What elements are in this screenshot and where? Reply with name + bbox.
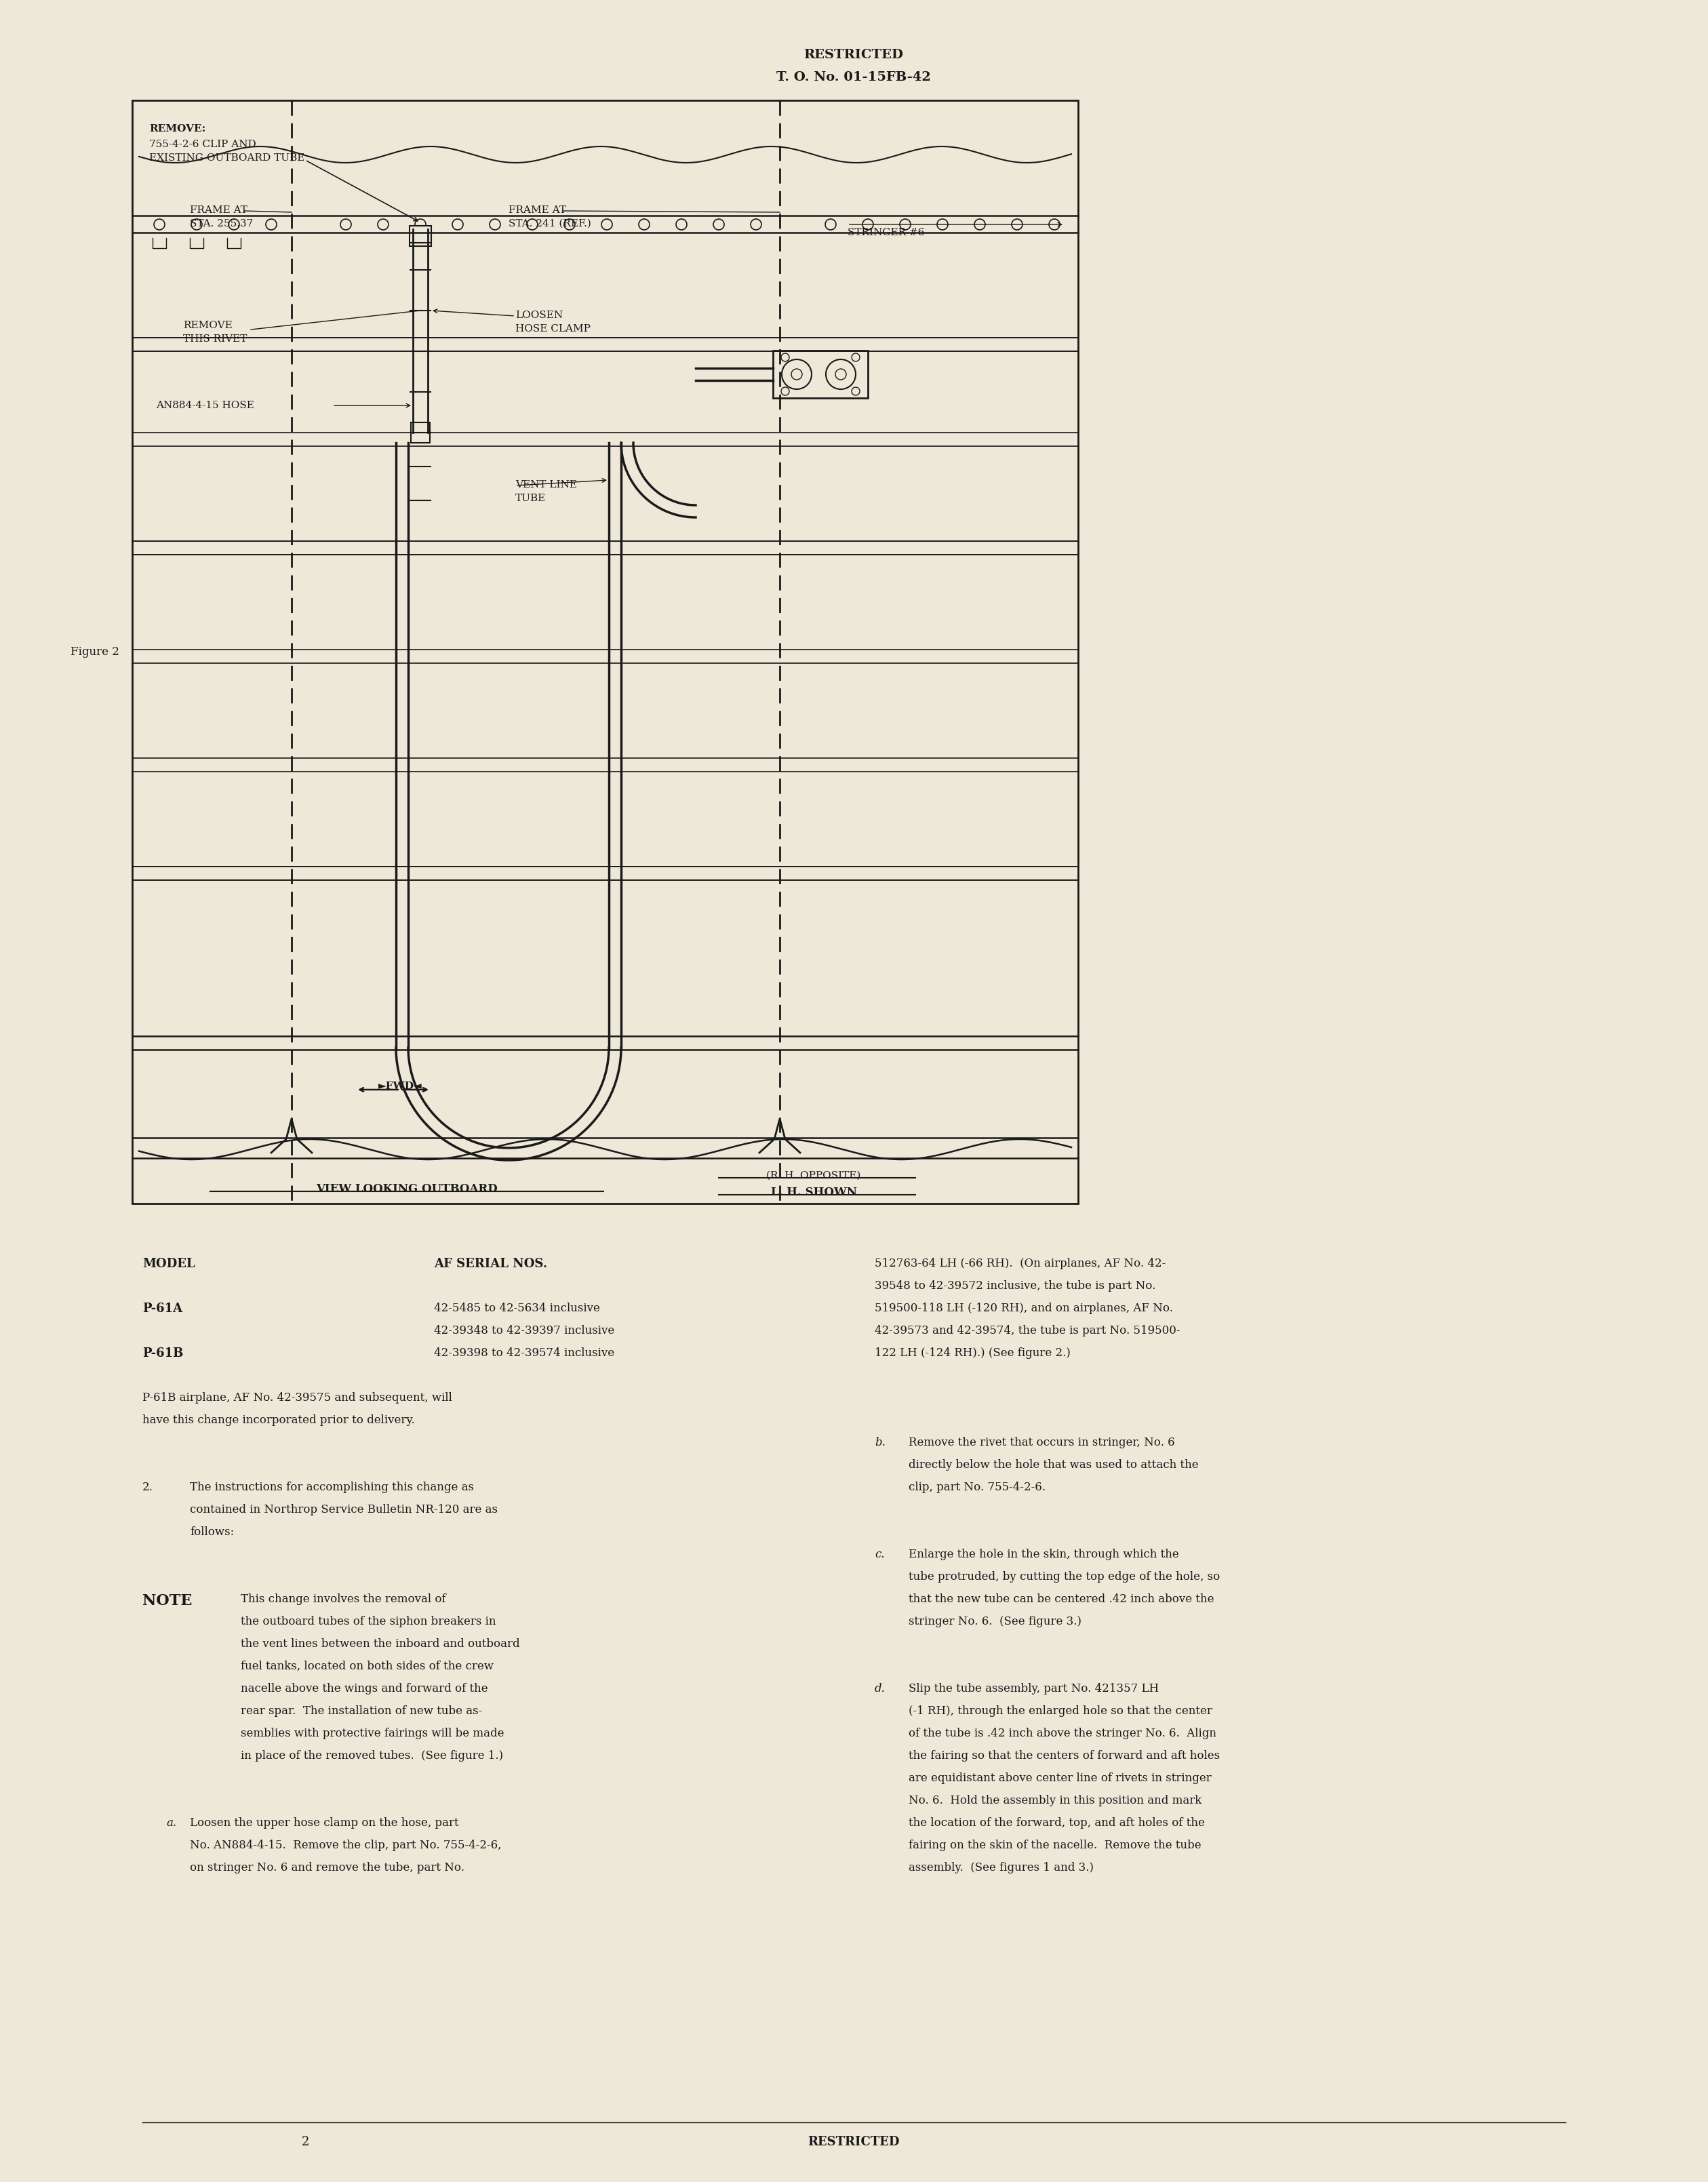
- Text: 122 LH (-124 RH).) (See figure 2.): 122 LH (-124 RH).) (See figure 2.): [874, 1346, 1071, 1359]
- Text: AN884-4-15 HOSE: AN884-4-15 HOSE: [155, 401, 254, 410]
- Text: LOOSEN: LOOSEN: [516, 310, 564, 321]
- Text: THIS RIVET: THIS RIVET: [183, 334, 248, 345]
- Text: a.: a.: [166, 1818, 176, 1829]
- Text: STA. 241 (REF.): STA. 241 (REF.): [509, 218, 591, 229]
- Text: Figure 2: Figure 2: [70, 646, 120, 657]
- Text: NOTE: NOTE: [142, 1593, 191, 1608]
- Text: the fairing so that the centers of forward and aft holes: the fairing so that the centers of forwa…: [909, 1750, 1220, 1761]
- Text: 42-5485 to 42-5634 inclusive: 42-5485 to 42-5634 inclusive: [434, 1303, 600, 1314]
- Text: are equidistant above center line of rivets in stringer: are equidistant above center line of riv…: [909, 1772, 1211, 1785]
- Text: FRAME AT: FRAME AT: [190, 205, 248, 216]
- Text: Enlarge the hole in the skin, through which the: Enlarge the hole in the skin, through wh…: [909, 1549, 1179, 1560]
- Text: STA. 255.37: STA. 255.37: [190, 218, 253, 229]
- Text: REMOVE: REMOVE: [183, 321, 232, 329]
- Text: Loosen the upper hose clamp on the hose, part: Loosen the upper hose clamp on the hose,…: [190, 1818, 459, 1829]
- Text: the vent lines between the inboard and outboard: the vent lines between the inboard and o…: [241, 1639, 519, 1650]
- Text: L. H. SHOWN: L. H. SHOWN: [770, 1187, 857, 1198]
- Bar: [410, 225, 430, 247]
- Text: d.: d.: [874, 1682, 885, 1695]
- Text: No. 6.  Hold the assembly in this position and mark: No. 6. Hold the assembly in this positio…: [909, 1796, 1202, 1807]
- Text: that the new tube can be centered .42 inch above the: that the new tube can be centered .42 in…: [909, 1593, 1214, 1606]
- Text: the location of the forward, top, and aft holes of the: the location of the forward, top, and af…: [909, 1818, 1204, 1829]
- Text: STRINGER #6: STRINGER #6: [847, 227, 924, 238]
- Text: The instructions for accomplishing this change as: The instructions for accomplishing this …: [190, 1482, 473, 1492]
- Text: Remove the rivet that occurs in stringer, No. 6: Remove the rivet that occurs in stringer…: [909, 1436, 1175, 1449]
- Text: 512763-64 LH (-66 RH).  (On airplanes, AF No. 42-: 512763-64 LH (-66 RH). (On airplanes, AF…: [874, 1257, 1167, 1270]
- Text: in place of the removed tubes.  (See figure 1.): in place of the removed tubes. (See figu…: [241, 1750, 504, 1761]
- Text: EXISTING OUTBOARD TUBE: EXISTING OUTBOARD TUBE: [149, 153, 304, 164]
- Text: the outboard tubes of the siphon breakers in: the outboard tubes of the siphon breaker…: [241, 1617, 495, 1628]
- Text: VIEW LOOKING OUTBOARD: VIEW LOOKING OUTBOARD: [316, 1183, 497, 1196]
- Text: on stringer No. 6 and remove the tube, part No.: on stringer No. 6 and remove the tube, p…: [190, 1861, 465, 1874]
- Text: b.: b.: [874, 1436, 885, 1449]
- Text: have this change incorporated prior to delivery.: have this change incorporated prior to d…: [142, 1414, 415, 1427]
- Text: 39548 to 42-39572 inclusive, the tube is part No.: 39548 to 42-39572 inclusive, the tube is…: [874, 1281, 1156, 1292]
- Text: 2: 2: [301, 2136, 309, 2147]
- Text: fairing on the skin of the nacelle.  Remove the tube: fairing on the skin of the nacelle. Remo…: [909, 1839, 1201, 1850]
- Text: stringer No. 6.  (See figure 3.): stringer No. 6. (See figure 3.): [909, 1617, 1081, 1628]
- Text: fuel tanks, located on both sides of the crew: fuel tanks, located on both sides of the…: [241, 1661, 494, 1671]
- Text: Slip the tube assembly, part No. 421357 LH: Slip the tube assembly, part No. 421357 …: [909, 1682, 1158, 1695]
- Text: follows:: follows:: [190, 1527, 234, 1538]
- Text: directly below the hole that was used to attach the: directly below the hole that was used to…: [909, 1460, 1199, 1471]
- Text: T. O. No. 01-15FB-42: T. O. No. 01-15FB-42: [777, 72, 931, 83]
- Text: rear spar.  The installation of new tube as-: rear spar. The installation of new tube …: [241, 1706, 482, 1717]
- Text: AF SERIAL NOS.: AF SERIAL NOS.: [434, 1257, 547, 1270]
- Text: (-1 RH), through the enlarged hole so that the center: (-1 RH), through the enlarged hole so th…: [909, 1706, 1213, 1717]
- Text: (R. H. OPPOSITE): (R. H. OPPOSITE): [767, 1172, 861, 1180]
- Text: 42-39348 to 42-39397 inclusive: 42-39348 to 42-39397 inclusive: [434, 1324, 615, 1335]
- Text: 2.: 2.: [142, 1482, 154, 1492]
- Bar: [412, 423, 430, 443]
- Text: FRAME AT: FRAME AT: [509, 205, 565, 216]
- Text: of the tube is .42 inch above the stringer No. 6.  Align: of the tube is .42 inch above the string…: [909, 1728, 1216, 1739]
- Text: 755-4-2-6 CLIP AND: 755-4-2-6 CLIP AND: [149, 140, 256, 148]
- Text: P-61B airplane, AF No. 42-39575 and subsequent, will: P-61B airplane, AF No. 42-39575 and subs…: [142, 1392, 453, 1403]
- Text: c.: c.: [874, 1549, 885, 1560]
- Text: 42-39398 to 42-39574 inclusive: 42-39398 to 42-39574 inclusive: [434, 1346, 615, 1359]
- Text: assembly.  (See figures 1 and 3.): assembly. (See figures 1 and 3.): [909, 1861, 1093, 1874]
- Text: contained in Northrop Service Bulletin NR-120 are as: contained in Northrop Service Bulletin N…: [190, 1503, 497, 1516]
- Text: tube protruded, by cutting the top edge of the hole, so: tube protruded, by cutting the top edge …: [909, 1571, 1220, 1582]
- Text: TUBE: TUBE: [516, 493, 547, 504]
- Text: 519500-118 LH (-120 RH), and on airplanes, AF No.: 519500-118 LH (-120 RH), and on airplane…: [874, 1303, 1173, 1314]
- Text: VENT LINE: VENT LINE: [516, 480, 577, 489]
- Text: clip, part No. 755-4-2-6.: clip, part No. 755-4-2-6.: [909, 1482, 1045, 1492]
- Text: RESTRICTED: RESTRICTED: [808, 2136, 900, 2147]
- Text: RESTRICTED: RESTRICTED: [804, 48, 904, 61]
- Text: nacelle above the wings and forward of the: nacelle above the wings and forward of t…: [241, 1682, 488, 1695]
- Text: REMOVE:: REMOVE:: [149, 124, 205, 133]
- Text: HOSE CLAMP: HOSE CLAMP: [516, 325, 591, 334]
- Text: 42-39573 and 42-39574, the tube is part No. 519500-: 42-39573 and 42-39574, the tube is part …: [874, 1324, 1180, 1335]
- Text: P-61A: P-61A: [142, 1303, 183, 1316]
- Bar: [774, 351, 868, 397]
- Bar: [132, 100, 1078, 1204]
- Text: This change involves the removal of: This change involves the removal of: [241, 1593, 446, 1606]
- Text: P-61B: P-61B: [142, 1346, 183, 1359]
- Text: ►FWD◄: ►FWD◄: [377, 1082, 422, 1091]
- Text: MODEL: MODEL: [142, 1257, 195, 1270]
- Text: No. AN884-4-15.  Remove the clip, part No. 755-4-2-6,: No. AN884-4-15. Remove the clip, part No…: [190, 1839, 502, 1850]
- Text: semblies with protective fairings will be made: semblies with protective fairings will b…: [241, 1728, 504, 1739]
